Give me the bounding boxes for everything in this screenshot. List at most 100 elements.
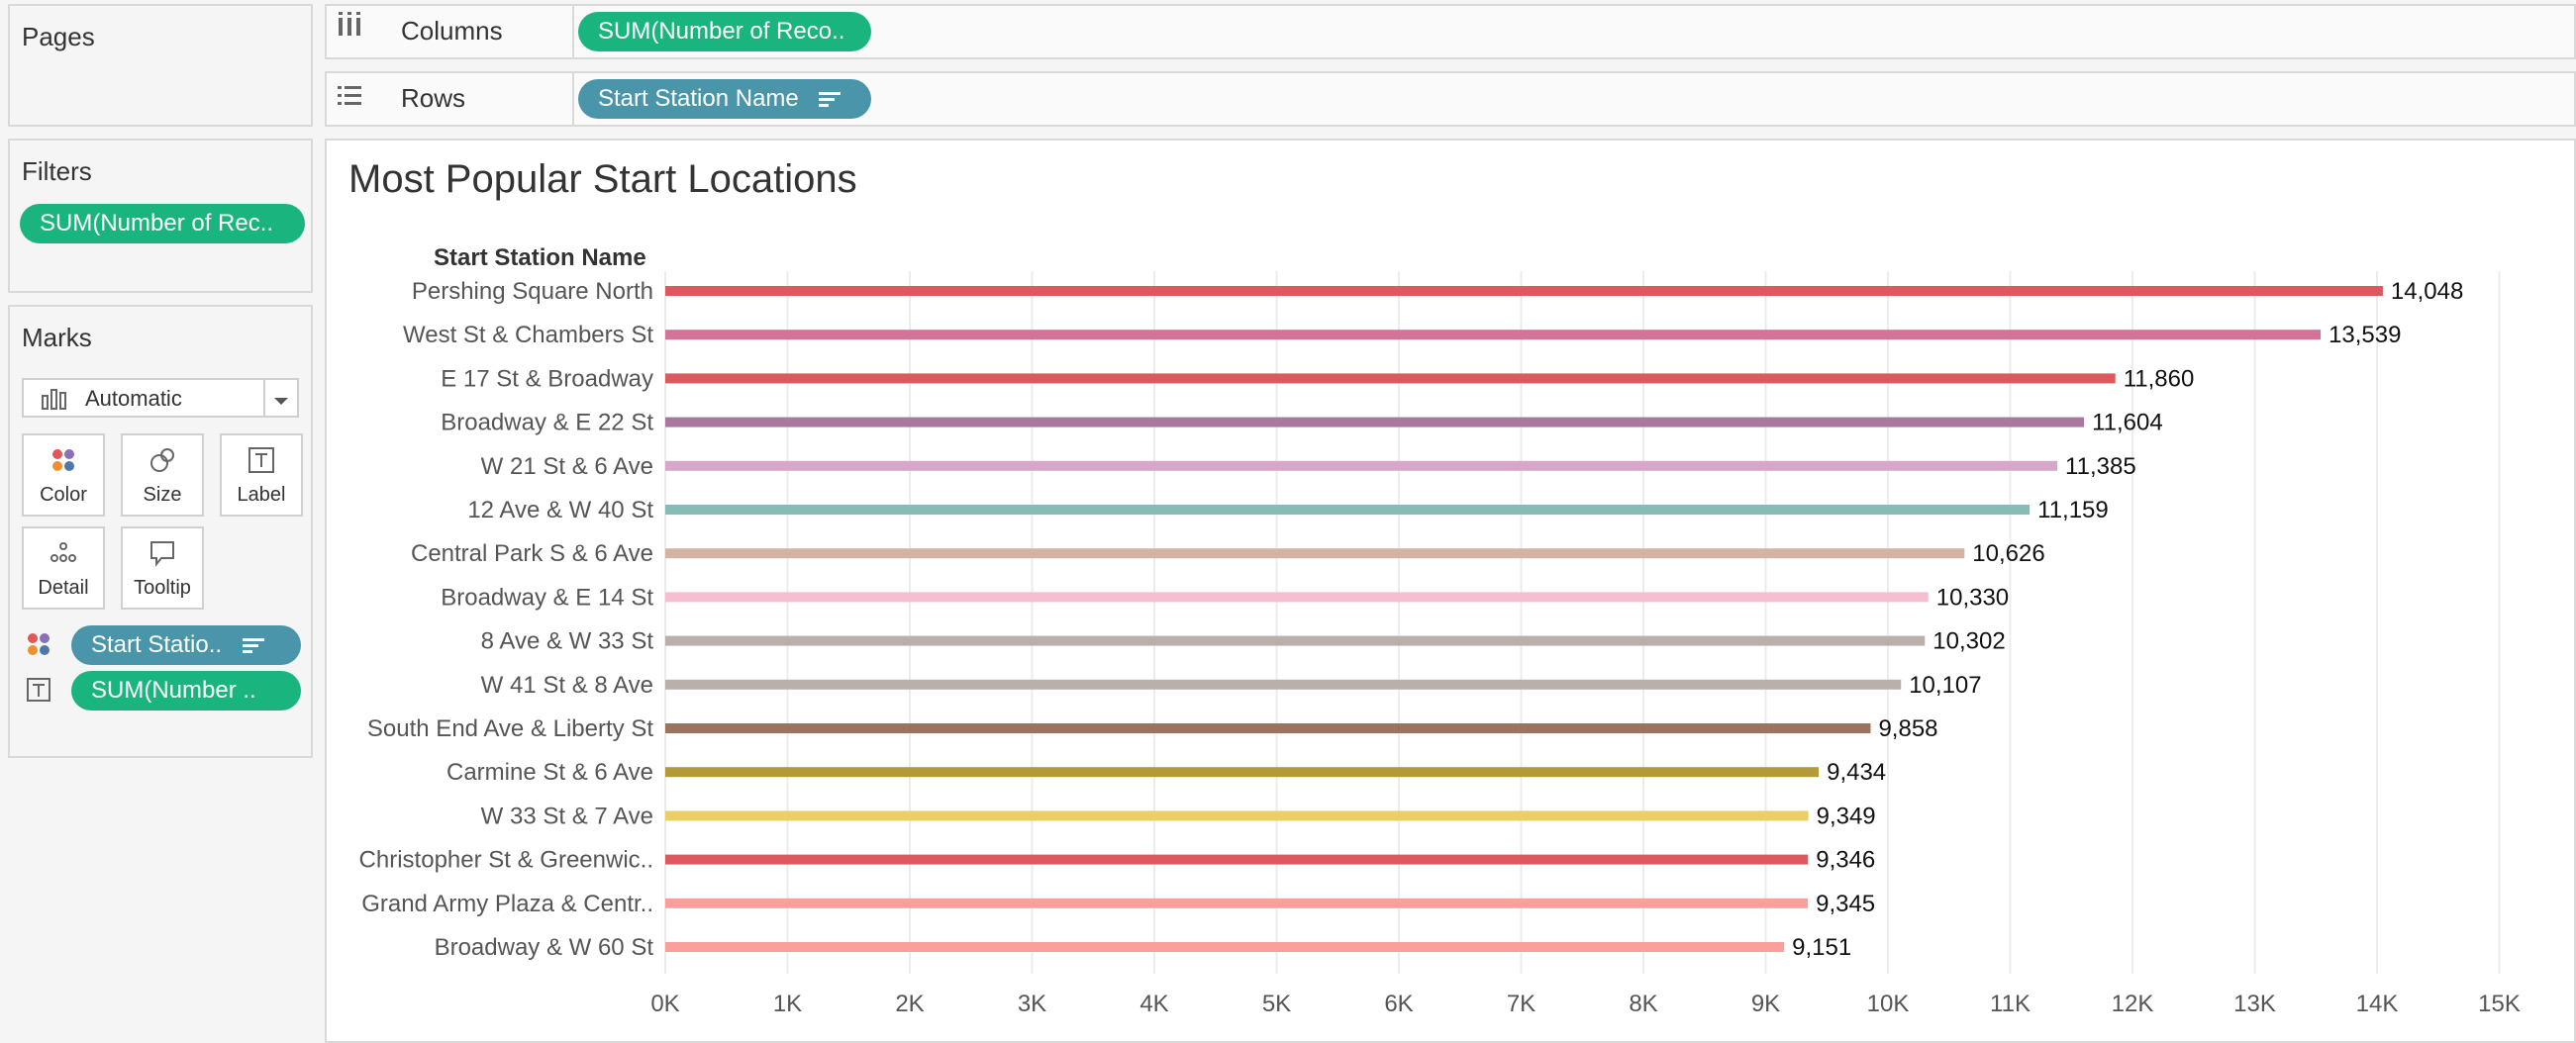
row-label: W 33 St & 7 Ave <box>481 803 653 829</box>
x-tick-label: 14K <box>2356 991 2399 1017</box>
bar[interactable] <box>665 286 2383 296</box>
detail-label: Detail <box>38 577 89 599</box>
row-label: 12 Ave & W 40 St <box>467 497 653 523</box>
shelf-divider-rows <box>572 73 574 125</box>
tooltip-button[interactable]: Tooltip <box>121 526 204 610</box>
bar-value-label: 13,539 <box>2328 322 2401 348</box>
rows-label: Rows <box>401 83 466 113</box>
chevron-down-icon <box>273 394 289 412</box>
x-tick-label: 3K <box>1018 991 1046 1017</box>
x-tick-label: 5K <box>1262 991 1291 1017</box>
text-label-icon <box>222 445 301 475</box>
bar-value-label: 14,048 <box>2391 278 2463 305</box>
row-label: South End Ave & Liberty St <box>367 715 653 742</box>
x-tick-label: 9K <box>1751 991 1780 1017</box>
bar-value-label: 9,151 <box>1792 934 1851 961</box>
x-tick-label: 12K <box>2112 991 2154 1017</box>
row-label: West St & Chambers St <box>403 322 653 348</box>
bar[interactable] <box>665 505 2031 515</box>
color-button[interactable]: Color <box>22 433 105 517</box>
row-header: Start Station Name <box>434 244 646 271</box>
row-label: Christopher St & Greenwic.. <box>359 847 653 874</box>
tooltip-icon <box>123 538 202 568</box>
bar[interactable] <box>665 810 1809 821</box>
bar[interactable] <box>665 373 2116 384</box>
bar[interactable] <box>665 635 1926 646</box>
row-label: Grand Army Plaza & Centr.. <box>361 891 653 917</box>
columns-icon <box>337 10 362 47</box>
color-field-text: Start Statio.. <box>91 631 223 658</box>
size-button[interactable]: Size <box>121 433 204 517</box>
x-tick-label: 15K <box>2478 991 2521 1017</box>
size-icon <box>123 445 202 475</box>
chart-title: Most Popular Start Locations <box>348 157 857 201</box>
bar-value-label: 10,330 <box>1936 584 2009 611</box>
bar-value-label: 9,349 <box>1817 803 1876 829</box>
shelf-divider <box>572 6 574 57</box>
bars-group: Pershing Square North 14,048 West St & Cha… <box>359 278 2464 961</box>
pages-title: Pages <box>22 22 95 51</box>
color-label: Color <box>40 484 87 506</box>
bar-value-label: 11,159 <box>2037 497 2109 523</box>
text-field-icon <box>26 677 51 708</box>
size-label: Size <box>143 484 182 506</box>
bar-value-label: 10,302 <box>1932 628 2005 655</box>
label-field-pill[interactable]: SUM(Number .. <box>71 671 301 711</box>
x-tick-label: 13K <box>2233 991 2276 1017</box>
bar-value-label: 11,385 <box>2065 453 2136 480</box>
view-area: Most Popular Start Locations Start Stati… <box>325 139 2576 1043</box>
sort-icon <box>242 635 264 656</box>
filters-card: Filters SUM(Number of Rec.. <box>8 139 313 293</box>
rows-pill[interactable]: Start Station Name <box>578 79 871 119</box>
row-label: W 41 St & 8 Ave <box>481 672 653 699</box>
bar[interactable] <box>665 679 1902 690</box>
bar[interactable] <box>665 417 2085 427</box>
color-field-pill[interactable]: Start Statio.. <box>71 625 301 665</box>
x-tick-label: 7K <box>1507 991 1536 1017</box>
bar-chart-icon <box>42 388 71 410</box>
bar-value-label: 10,107 <box>1909 672 1981 699</box>
bar[interactable] <box>665 592 1929 603</box>
bar-value-label: 9,858 <box>1878 715 1937 742</box>
filter-pill[interactable]: SUM(Number of Rec.. <box>20 204 305 243</box>
bar[interactable] <box>665 330 2322 340</box>
bar[interactable] <box>665 854 1809 865</box>
mark-type-dropdown[interactable]: Automatic <box>22 378 299 418</box>
bar[interactable] <box>665 898 1809 908</box>
label-button[interactable]: Label <box>220 433 303 517</box>
detail-button[interactable]: Detail <box>22 526 105 610</box>
columns-pill[interactable]: SUM(Number of Reco.. <box>578 12 871 51</box>
x-tick-label: 2K <box>895 991 924 1017</box>
columns-label: Columns <box>401 16 503 46</box>
x-tick-label: 1K <box>773 991 802 1017</box>
bar[interactable] <box>665 723 1871 733</box>
row-label: Broadway & W 60 St <box>435 934 654 961</box>
bar[interactable] <box>665 767 1820 778</box>
rows-icon <box>337 83 362 114</box>
marks-title: Marks <box>22 323 92 352</box>
bar-value-label: 9,434 <box>1827 759 1886 786</box>
filters-title: Filters <box>22 156 92 186</box>
row-label: Pershing Square North <box>412 278 653 305</box>
row-label: Broadway & E 14 St <box>441 584 653 611</box>
bar-value-label: 9,345 <box>1816 891 1875 917</box>
row-label: E 17 St & Broadway <box>441 365 653 392</box>
bar[interactable] <box>665 460 2058 471</box>
x-axis: 0K 1K 2K 3K 4K 5K 6K 7K 8K 9K 10K 11K 12K 13K 14K 15K <box>650 991 2521 1017</box>
row-label: W 21 St & 6 Ave <box>481 453 653 480</box>
color-field-icon <box>26 631 51 662</box>
row-label: Carmine St & 6 Ave <box>446 759 653 786</box>
x-tick-label: 8K <box>1629 991 1657 1017</box>
dropdown-divider <box>263 380 265 416</box>
row-label: Broadway & E 22 St <box>441 410 653 436</box>
bar[interactable] <box>665 548 1965 559</box>
x-tick-label: 4K <box>1139 991 1168 1017</box>
mark-type-value: Automatic <box>85 386 182 411</box>
bar-value-label: 11,860 <box>2124 365 2195 392</box>
x-tick-label: 11K <box>1990 991 2031 1017</box>
bar[interactable] <box>665 942 1785 952</box>
color-dots-icon <box>24 445 103 475</box>
marks-card: Marks Automatic Color Size Label Detail <box>8 305 313 758</box>
bar-value-label: 9,346 <box>1816 847 1875 874</box>
tooltip-label: Tooltip <box>134 577 191 599</box>
